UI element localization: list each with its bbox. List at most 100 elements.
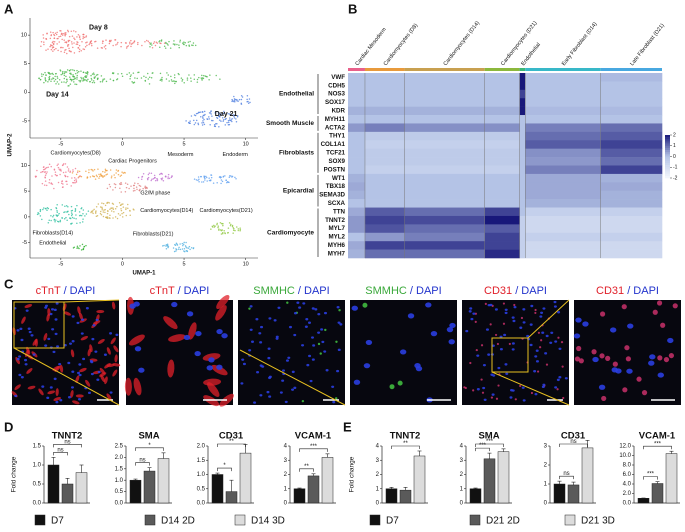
cell-dot	[93, 175, 96, 178]
cell-dot	[82, 33, 84, 36]
cell-dot	[48, 72, 50, 74]
cell-dot	[220, 182, 222, 185]
cell-dot	[78, 170, 81, 173]
nucleus	[549, 341, 553, 345]
heat-cell	[348, 98, 366, 107]
cell-dot	[73, 177, 76, 179]
sig-label: *	[223, 463, 226, 469]
colorbar-step	[665, 169, 670, 172]
nucleus	[58, 362, 62, 366]
heat-cell	[519, 232, 526, 242]
y-tick-label: 1	[544, 482, 548, 488]
x-tick-label: -5	[58, 261, 63, 267]
cell-dot	[57, 163, 59, 165]
cell-dot	[62, 183, 64, 185]
sig-label: ***	[479, 443, 487, 449]
bar	[581, 447, 594, 504]
cell-dot	[96, 47, 99, 49]
cell-dot	[127, 207, 129, 210]
nucleus	[317, 312, 321, 316]
cell-dot	[107, 201, 109, 204]
cell-dot	[208, 118, 210, 120]
cell-dot	[203, 123, 206, 126]
cell-dot	[95, 74, 98, 76]
cell-dot	[233, 117, 236, 119]
heat-cell	[484, 115, 520, 124]
y-tick-label: 10	[21, 163, 27, 169]
cell-dot	[73, 81, 75, 83]
cell	[211, 364, 228, 376]
cell-dot	[218, 229, 220, 231]
nucleus	[32, 353, 36, 356]
cell-dot	[56, 31, 58, 34]
cell	[15, 356, 20, 365]
heat-cell	[364, 157, 405, 166]
heat-cell	[404, 73, 486, 82]
chart-title: SMA	[478, 431, 499, 442]
x-tick-label: 0	[121, 261, 124, 267]
cell-dot	[74, 182, 76, 184]
nucleus	[253, 401, 257, 404]
cell-dot	[167, 173, 170, 176]
nucleus	[529, 323, 533, 326]
heat-cell	[525, 81, 602, 91]
cell-dot	[67, 29, 69, 32]
heat-cell	[525, 249, 602, 259]
cell-dot	[50, 34, 52, 37]
cell-dot	[199, 111, 202, 113]
column-label: Cardiac Mesoderm	[354, 26, 388, 67]
cell-dot	[149, 45, 151, 48]
cell-dot	[55, 47, 57, 50]
cell	[24, 349, 30, 358]
cell-dot	[201, 122, 203, 124]
cell-dot	[56, 164, 58, 167]
cell-dot	[185, 44, 188, 47]
cell-dot	[102, 202, 105, 205]
sig-bracket	[217, 443, 246, 447]
cell-dot	[46, 32, 48, 35]
cell-dot	[58, 41, 61, 43]
cell-dot	[173, 74, 176, 76]
nucleus	[351, 305, 358, 311]
nucleus	[47, 337, 51, 341]
gene-label: VWF	[331, 74, 345, 81]
cell-dot	[228, 222, 231, 224]
cell-dot	[193, 123, 196, 126]
cell-dot	[105, 216, 108, 218]
cell-dot	[66, 80, 68, 82]
cell-dot	[144, 79, 146, 82]
cell-dot	[204, 113, 206, 116]
cell-dot	[85, 213, 88, 215]
cell-dot	[120, 72, 123, 75]
cell-dot	[235, 118, 237, 120]
nucleus	[332, 400, 336, 404]
cell-dot	[83, 48, 86, 51]
heat-cell	[348, 173, 366, 183]
zoom-line	[63, 299, 120, 303]
nucleus	[133, 301, 140, 307]
heat-cell	[348, 73, 366, 82]
cell-dot	[205, 175, 207, 178]
nucleus	[331, 385, 335, 388]
heat-cell	[484, 173, 520, 183]
cell-dot	[153, 41, 156, 43]
cell	[625, 356, 631, 362]
nucleus	[14, 394, 18, 398]
cell-dot	[236, 100, 238, 102]
cell-dot	[80, 70, 82, 72]
cell-dot	[77, 33, 80, 36]
cell-dot	[147, 78, 150, 80]
cell-dot	[80, 77, 83, 80]
cell-dot	[120, 191, 122, 193]
heat-cell	[364, 81, 405, 91]
cell-dot	[130, 185, 132, 187]
heat-cell	[525, 157, 602, 166]
cell-dot	[140, 77, 143, 79]
heat-cell	[519, 140, 526, 149]
heat-cell	[364, 123, 405, 133]
nucleus	[291, 388, 295, 391]
cell-dot	[186, 77, 189, 79]
cell-dot	[246, 98, 248, 101]
nucleus	[553, 300, 557, 304]
cell-dot	[94, 178, 97, 180]
